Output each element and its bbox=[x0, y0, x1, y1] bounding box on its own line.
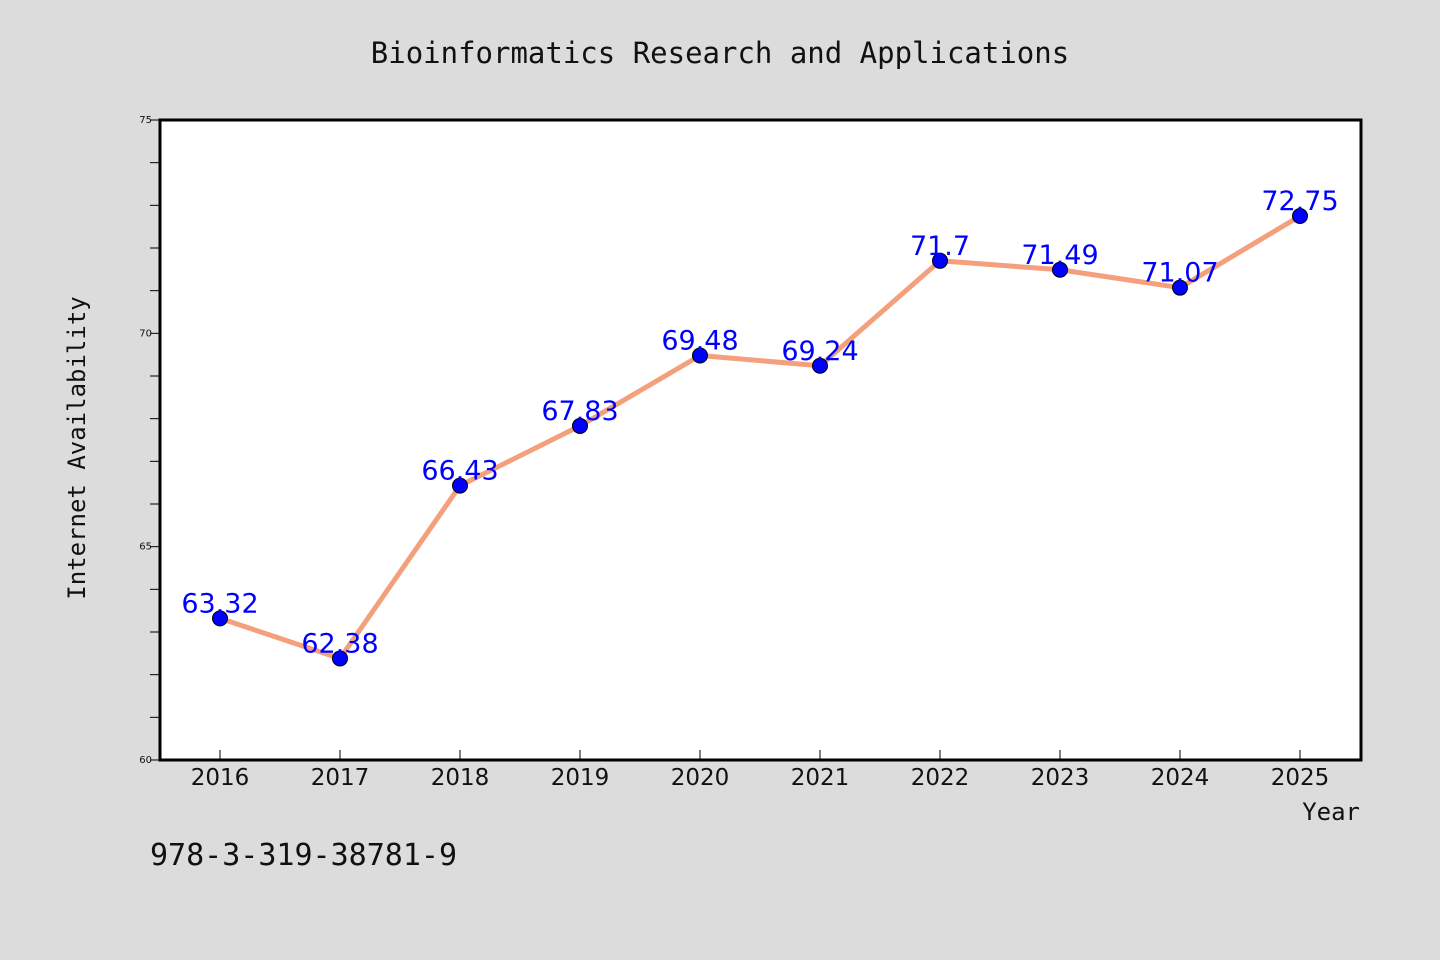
data-label: 71.49 bbox=[1021, 240, 1098, 271]
y-tick-label: 60 bbox=[139, 755, 152, 766]
data-label: 62.38 bbox=[301, 628, 378, 659]
plot-frame bbox=[158, 118, 1363, 762]
x-tick-label: 2024 bbox=[1151, 765, 1210, 791]
x-tick-label: 2016 bbox=[191, 765, 250, 791]
data-label: 69.24 bbox=[781, 336, 858, 367]
data-point bbox=[212, 610, 228, 627]
x-tick-label: 2019 bbox=[551, 765, 610, 791]
data-point bbox=[1172, 279, 1188, 296]
y-tick-label: 65 bbox=[139, 542, 152, 553]
data-point bbox=[572, 417, 588, 434]
data-point bbox=[452, 477, 468, 494]
x-axis: 2016 2017 2018 2019 2020 2021 2022 2023 2024 2025 bbox=[191, 750, 1330, 791]
x-tick-label: 2018 bbox=[431, 765, 490, 791]
data-label: 63.32 bbox=[181, 588, 258, 619]
data-label: 71.7 bbox=[910, 231, 970, 262]
data-point bbox=[932, 252, 948, 269]
plot-area bbox=[160, 120, 1361, 760]
data-point bbox=[1292, 208, 1308, 224]
chart-title: Bioinformatics Research and Applications bbox=[371, 36, 1069, 70]
x-tick-label: 2020 bbox=[671, 765, 730, 791]
data-label: 72.75 bbox=[1261, 186, 1338, 217]
series-internet-availability: 63.32 62.38 66.43 67.83 69.48 69.24 71.7 71.49 7… bbox=[181, 186, 1339, 667]
series-line bbox=[217, 213, 1303, 661]
x-tick-label: 2022 bbox=[911, 765, 970, 791]
data-label: 69.48 bbox=[661, 326, 738, 357]
data-label: 66.43 bbox=[421, 456, 498, 487]
y-axis: 60 65 70 75 bbox=[139, 115, 160, 766]
y-tick-label: 70 bbox=[139, 328, 152, 339]
data-label: 67.83 bbox=[541, 396, 618, 427]
data-point bbox=[692, 347, 708, 364]
x-axis-label: Year bbox=[1302, 798, 1360, 826]
y-tick-label: 75 bbox=[139, 115, 152, 126]
footer-code: 978-3-319-38781-9 bbox=[150, 838, 457, 873]
data-point bbox=[1052, 261, 1068, 278]
x-tick-label: 2021 bbox=[791, 765, 850, 791]
data-point bbox=[812, 357, 828, 374]
data-point bbox=[332, 650, 348, 667]
x-tick-label: 2025 bbox=[1271, 765, 1330, 791]
y-axis-label: Internet Availability bbox=[63, 296, 91, 599]
x-tick-label: 2017 bbox=[311, 765, 370, 791]
data-label: 71.07 bbox=[1141, 258, 1218, 289]
x-tick-label: 2023 bbox=[1031, 765, 1090, 791]
